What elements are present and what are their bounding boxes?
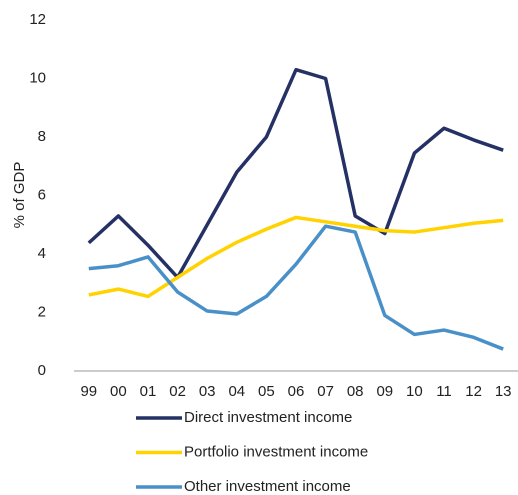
legend-label: Other investment income: [184, 478, 351, 495]
line-series: [88, 215, 504, 299]
y-axis-label: % of GDP: [11, 162, 28, 229]
y-tick-label: 2: [38, 303, 46, 320]
y-tick-label: 12: [29, 11, 46, 28]
y-tick-label: 8: [38, 128, 46, 145]
y-tick-label: 4: [38, 245, 46, 262]
y-tick-label: 10: [29, 69, 46, 86]
x-tick-label: 10: [406, 383, 423, 400]
x-tick-label: 11: [436, 383, 452, 400]
x-tick-label: 03: [199, 383, 216, 400]
x-tick-label: 01: [140, 383, 157, 400]
legend-label: Portfolio investment income: [184, 443, 368, 460]
x-tick-label: 00: [110, 383, 127, 400]
legend-label: Direct investment income: [184, 409, 352, 426]
x-tick-label: 04: [228, 383, 245, 400]
x-tick-label: 05: [258, 383, 275, 400]
x-tick-label: 06: [288, 383, 305, 400]
x-tick-label: 09: [376, 383, 393, 400]
x-tick-label: 12: [465, 383, 482, 400]
line-series: [88, 224, 504, 351]
x-tick-label: 13: [495, 383, 512, 400]
x-tick-label: 99: [80, 383, 97, 400]
x-tick-label: 07: [317, 383, 334, 400]
x-tick-label: 02: [169, 383, 186, 400]
y-tick-label: 6: [38, 186, 46, 203]
line-series: [87, 67, 504, 280]
x-tick-label: 08: [347, 383, 364, 400]
y-tick-label: 0: [38, 362, 46, 379]
